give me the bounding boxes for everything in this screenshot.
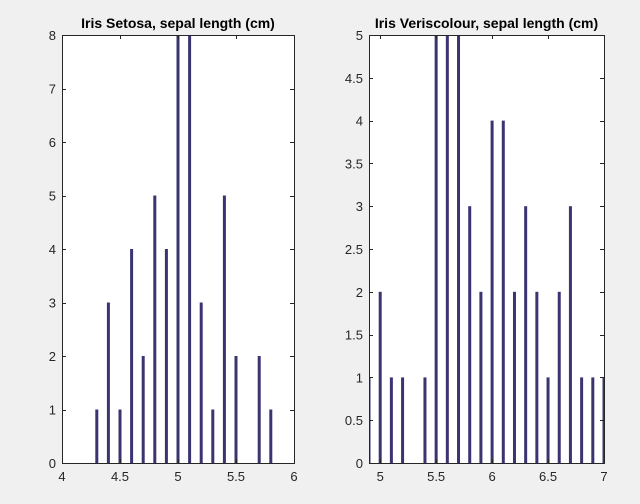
- ticks: 5 5.5 6 6.5 7 0 0.5 1 1.5 2 2.5 3 3.5 4 4.5 5: [345, 28, 608, 484]
- bar: [591, 377, 595, 463]
- y-tick-label: 4: [356, 114, 363, 129]
- bar: [130, 249, 134, 463]
- bar: [468, 206, 472, 463]
- x-tick-label: 7: [600, 469, 607, 484]
- chart-title: Iris Setosa, sepal length (cm): [81, 15, 275, 31]
- x-tick-label: 6: [488, 469, 495, 484]
- x-tick-label: 4: [58, 469, 65, 484]
- bar: [423, 377, 427, 463]
- bar: [434, 35, 438, 463]
- bar: [524, 206, 528, 463]
- bar: [141, 356, 145, 463]
- y-tick-label: 2: [49, 349, 56, 364]
- bar: [257, 356, 261, 463]
- axes-veriscolour: 5 5.5 6 6.5 7 0 0.5 1 1.5 2 2.5 3 3.5 4 4.5 5 Iris Veri…: [345, 15, 608, 484]
- y-tick-label: 0: [49, 456, 56, 471]
- bar: [188, 35, 192, 463]
- y-tick-label: 3: [356, 199, 363, 214]
- x-tick-label: 5: [377, 469, 384, 484]
- y-tick-label: 1: [49, 403, 56, 418]
- x-tick-label: 5.5: [227, 469, 245, 484]
- y-tick-label: 6: [49, 135, 56, 150]
- y-tick-label: 5: [356, 28, 363, 43]
- bar: [378, 291, 382, 463]
- bar: [389, 377, 393, 463]
- y-tick-label: 4.5: [345, 71, 363, 86]
- bar: [153, 195, 157, 463]
- plot-area: [369, 35, 604, 463]
- bar: [479, 291, 483, 463]
- bar: [269, 409, 273, 463]
- x-tick-label: 5.5: [427, 469, 445, 484]
- x-tick-label: 6: [290, 469, 297, 484]
- ticks: 4 4.5 5 5.5 6 0 1 2 3 4 5 6 7 8: [49, 28, 298, 484]
- y-tick-label: 7: [49, 82, 56, 97]
- y-tick-label: 0: [356, 456, 363, 471]
- chart-title: Iris Veriscolour, sepal length (cm): [375, 15, 598, 31]
- bar: [568, 206, 572, 463]
- bar: [118, 409, 122, 463]
- bar: [164, 249, 168, 463]
- x-tick-label: 4.5: [111, 469, 129, 484]
- y-tick-label: 2: [356, 285, 363, 300]
- bar: [501, 120, 505, 463]
- y-tick-label: 3.5: [345, 156, 363, 171]
- bar: [457, 35, 461, 463]
- bar: [176, 35, 180, 463]
- bar: [106, 302, 110, 463]
- bar: [490, 120, 494, 463]
- y-tick-label: 1: [356, 370, 363, 385]
- bar: [580, 377, 584, 463]
- bar: [557, 291, 561, 463]
- y-tick-label: 1.5: [345, 328, 363, 343]
- bar: [512, 291, 516, 463]
- bars: [95, 35, 273, 463]
- bar: [445, 35, 449, 463]
- y-tick-label: 3: [49, 296, 56, 311]
- bar: [546, 377, 550, 463]
- y-tick-label: 2.5: [345, 242, 363, 257]
- y-tick-label: 4: [49, 242, 56, 257]
- bar: [234, 356, 238, 463]
- axes-setosa: 4 4.5 5 5.5 6 0 1 2 3 4 5 6 7 8 Iris Setosa, sepal le…: [49, 15, 298, 484]
- y-tick-label: 8: [49, 28, 56, 43]
- y-tick-label: 5: [49, 189, 56, 204]
- bar: [199, 302, 203, 463]
- y-tick-label: 0.5: [345, 413, 363, 428]
- x-tick-label: 5: [174, 469, 181, 484]
- bar: [95, 409, 99, 463]
- bar: [222, 195, 226, 463]
- bar: [401, 377, 405, 463]
- bar: [211, 409, 215, 463]
- bar: [535, 291, 539, 463]
- x-tick-label: 6.5: [539, 469, 557, 484]
